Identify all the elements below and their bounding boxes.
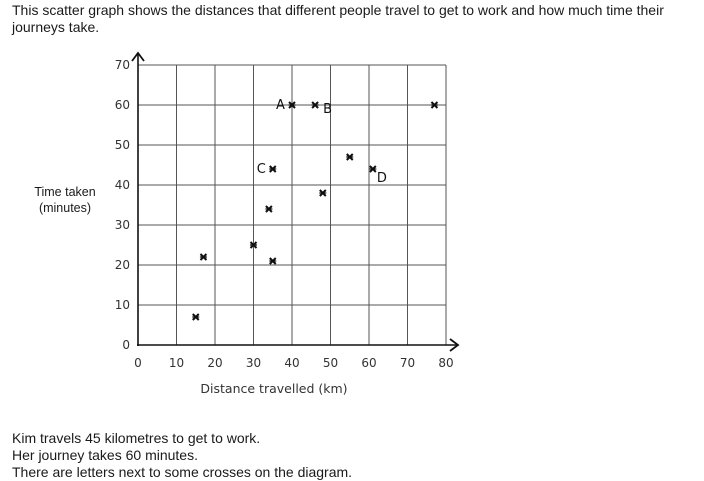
data-points: C A B D [192, 98, 439, 321]
data-point-4 [265, 205, 273, 213]
x-tick-label-10: 10 [169, 356, 184, 370]
x-tick-label-0: 0 [134, 356, 142, 370]
grid [138, 64, 447, 345]
y-tick-label-70: 70 [115, 58, 130, 72]
y-tick-label-30: 30 [115, 218, 130, 232]
y-tick-label-60: 60 [115, 98, 130, 112]
y-axis-arrow [131, 51, 145, 62]
x-axis-arrow [449, 338, 460, 352]
y-tick-label-0: 0 [122, 338, 130, 352]
data-point-8 [319, 189, 327, 197]
data-point-0 [192, 313, 200, 321]
x-tick-label-60: 60 [361, 356, 376, 370]
data-point-2 [249, 241, 258, 249]
point-label-d: D [377, 171, 387, 186]
point-label-b: B [323, 102, 332, 117]
x-tick-label-20: 20 [207, 356, 222, 370]
data-point-9 [346, 153, 354, 161]
x-tick-label-80: 80 [438, 356, 453, 370]
tick-labels: 0 10 20 30 40 50 60 70 80 0 10 20 30 40 50 60 70 [115, 58, 454, 370]
point-label-c: C [257, 162, 266, 177]
x-tick-label-70: 70 [400, 356, 415, 370]
y-axis-title-line-2: (minutes) [38, 201, 92, 215]
footer-line-1: Kim travels 45 kilometres to get to work… [12, 430, 261, 446]
data-point-1 [199, 253, 208, 261]
footer-line-3: There are letters next to some crosses o… [12, 464, 353, 480]
x-tick-label-30: 30 [246, 356, 261, 370]
data-point-a: A [276, 98, 296, 113]
x-axis-title: Distance travelled (km) [200, 381, 347, 396]
data-point-c: C [257, 162, 277, 177]
data-point-b: B [311, 101, 332, 117]
intro-text: This scatter graph shows the distances t… [12, 2, 664, 35]
x-tick-label-40: 40 [284, 356, 299, 370]
data-point-11 [430, 101, 439, 109]
y-axis-title-line-1: Time taken [34, 185, 96, 199]
data-point-d: D [369, 165, 387, 186]
point-label-a: A [276, 98, 285, 113]
data-point-3 [269, 257, 277, 265]
footer-text: Kim travels 45 kilometres to get to work… [12, 430, 692, 481]
y-tick-label-20: 20 [115, 258, 130, 272]
y-tick-label-10: 10 [115, 298, 130, 312]
axes [131, 51, 460, 352]
x-tick-label-50: 50 [323, 356, 338, 370]
y-tick-label-40: 40 [115, 178, 130, 192]
y-axis-title: Time taken (minutes) [20, 184, 110, 216]
footer-line-2: Her journey takes 60 minutes. [12, 447, 198, 463]
y-tick-label-50: 50 [115, 138, 130, 152]
